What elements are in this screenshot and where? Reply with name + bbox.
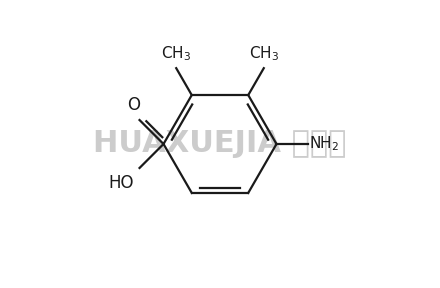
Text: HO: HO	[108, 174, 134, 192]
Text: CH$_3$: CH$_3$	[249, 44, 279, 62]
Text: CH$_3$: CH$_3$	[161, 44, 191, 62]
Text: O: O	[128, 96, 140, 114]
Text: NH$_2$: NH$_2$	[309, 135, 339, 153]
Text: HUAXUEJIA 化学加: HUAXUEJIA 化学加	[93, 130, 347, 158]
